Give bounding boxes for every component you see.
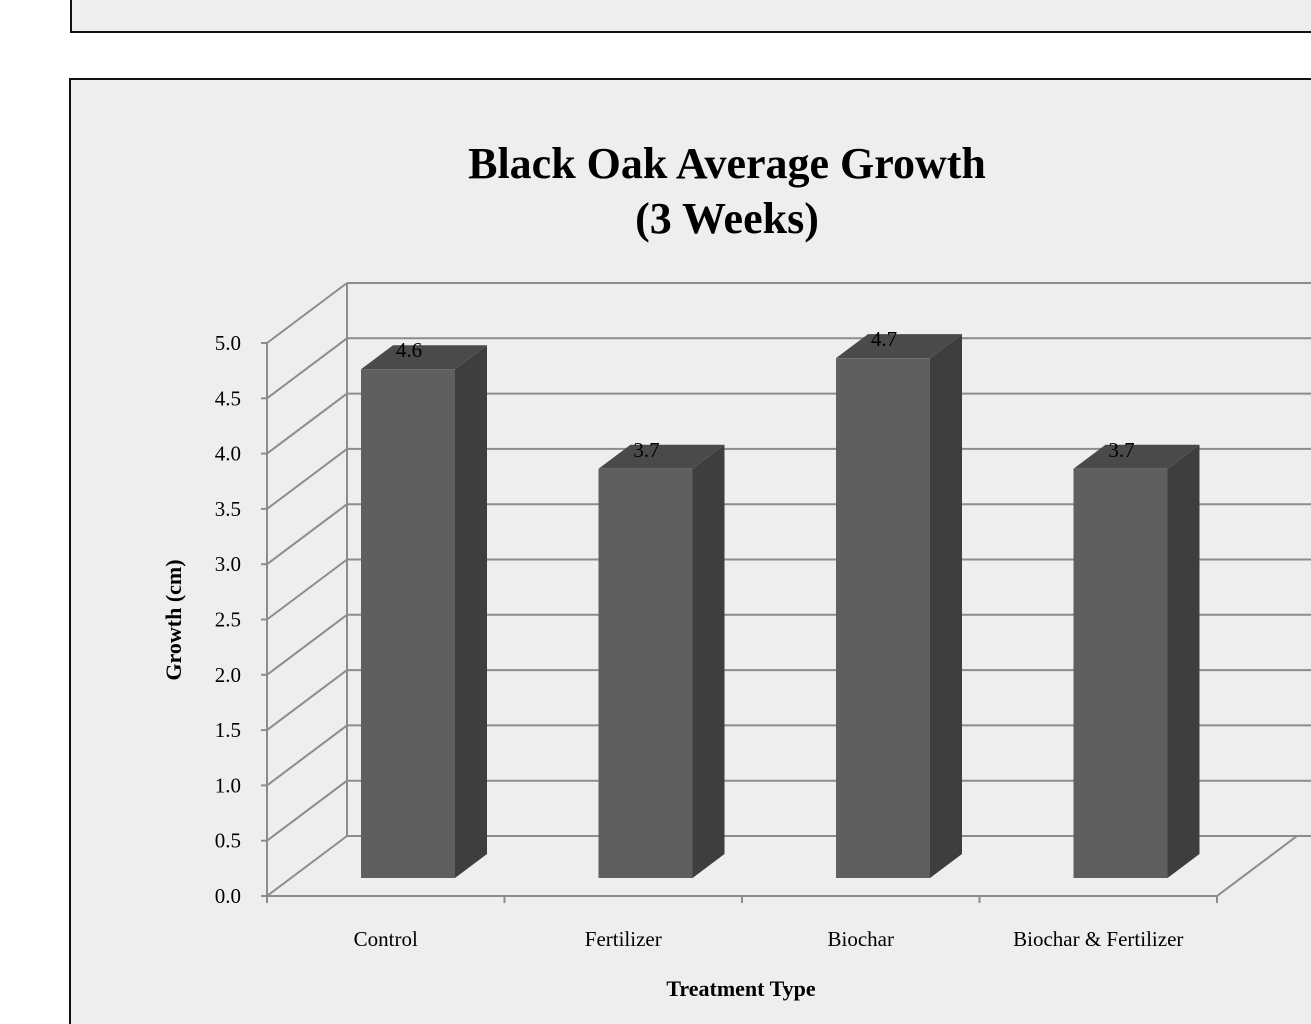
y-axis-title: Growth (cm): [161, 559, 186, 680]
data-label: 4.7: [871, 327, 897, 351]
chart-title: Black Oak Average Growth: [468, 139, 986, 188]
x-axis-title: Treatment Type: [666, 976, 816, 1001]
y-tick-label: 5.0: [215, 331, 241, 355]
gridline-depth: [266, 779, 348, 842]
y-tick-label: 1.0: [215, 773, 241, 797]
gridline-depth: [266, 503, 348, 566]
labels-layer: 0.0 0.5 1.0 1.5 2.0 2.5 3.0 3.5 4.0 4.5 5.0 Control…: [215, 327, 1184, 951]
bar-top: [361, 345, 487, 370]
y-tick-label: 0.5: [215, 829, 241, 853]
gridline-depth: [266, 613, 348, 676]
data-label: 3.7: [1108, 438, 1134, 462]
gridline-depth: [266, 835, 348, 897]
bar-top: [1073, 444, 1200, 469]
bar: [1073, 468, 1168, 878]
y-tick-label: 2.5: [215, 608, 241, 632]
bar-top: [836, 334, 962, 359]
gridline-depth: [266, 669, 348, 731]
y-tick-label: 4.5: [215, 386, 241, 410]
x-tick-label: Biochar & Fertilizer: [1013, 927, 1183, 951]
y-tick-label: 2.0: [215, 663, 241, 687]
x-tick-label: Fertilizer: [585, 927, 662, 951]
y-tick-label: 3.0: [215, 552, 241, 576]
bars-layer: [361, 334, 1200, 878]
bar-top: [598, 444, 725, 469]
gridline-depth: [266, 558, 348, 621]
bar-side: [455, 345, 487, 878]
y-tick-label: 3.5: [215, 497, 241, 521]
top-chart-panel: [70, 0, 1311, 33]
bar-side: [1167, 444, 1200, 878]
chart-subtitle: (3 Weeks): [635, 194, 819, 243]
data-label: 4.6: [396, 338, 422, 362]
y-tick-label: 0.0: [215, 884, 241, 908]
data-label: 3.7: [633, 438, 659, 462]
x-tick-label: Biochar: [828, 927, 894, 951]
bar-side: [930, 334, 962, 878]
bar: [598, 468, 693, 878]
bar: [361, 369, 455, 878]
gridline-depth: [266, 448, 348, 510]
bar: [836, 358, 930, 878]
gridline-depth: [266, 337, 348, 400]
y-tick-label: 4.0: [215, 442, 241, 466]
gridline-depth: [266, 392, 348, 455]
gridline-depth: [266, 282, 348, 344]
bar-side: [692, 444, 725, 878]
y-tick-label: 1.5: [215, 718, 241, 742]
floor-edge: [1216, 835, 1298, 897]
gridline-depth: [266, 724, 348, 787]
x-tick-label: Control: [354, 927, 418, 951]
